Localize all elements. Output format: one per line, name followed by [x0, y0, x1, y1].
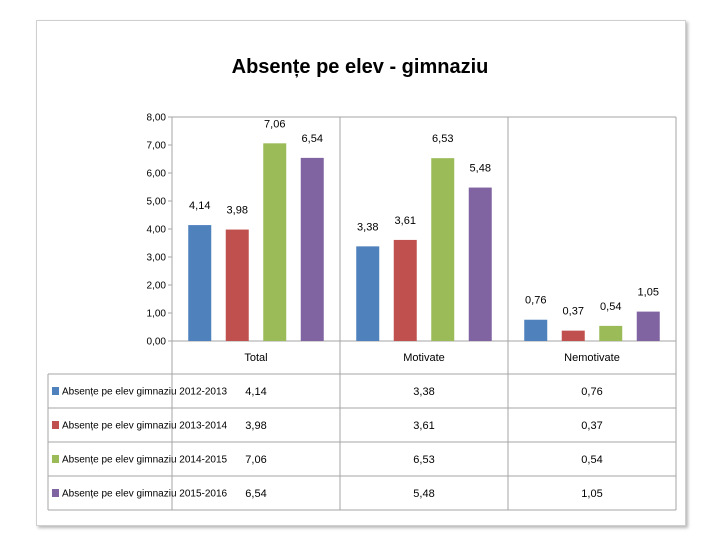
bar — [393, 239, 417, 341]
y-tick-label: 1,00 — [147, 309, 167, 320]
bar — [188, 225, 212, 341]
data-label: 3,38 — [357, 221, 378, 233]
bar — [599, 325, 623, 341]
table-cell: 6,54 — [245, 488, 266, 500]
table-cell: 0,54 — [581, 454, 602, 466]
table-cell: 5,48 — [413, 488, 434, 500]
y-tick-label: 4,00 — [147, 225, 167, 236]
data-label: 6,54 — [302, 133, 323, 145]
legend-label: Absențe pe elev gimnaziu 2015-2016 — [62, 489, 228, 500]
data-label: 0,37 — [563, 306, 584, 318]
data-label: 3,98 — [227, 205, 248, 217]
legend-label: Absențe pe elev gimnaziu 2013-2014 — [62, 421, 228, 432]
data-label: 3,61 — [395, 215, 416, 227]
bar — [263, 143, 287, 341]
data-label: 1,05 — [638, 287, 659, 299]
category-label: Motivate — [403, 352, 445, 364]
bar — [431, 158, 455, 341]
bar — [636, 311, 660, 341]
y-tick-label: 0,00 — [147, 337, 167, 348]
bar — [225, 229, 249, 341]
y-tick-label: 3,00 — [147, 253, 167, 264]
data-label: 6,53 — [432, 133, 453, 145]
category-label: Nemotivate — [564, 352, 620, 364]
bar — [524, 319, 548, 341]
y-tick-label: 6,00 — [147, 169, 167, 180]
y-tick-label: 8,00 — [147, 113, 167, 124]
bar — [356, 246, 380, 341]
bar — [300, 157, 324, 341]
table-cell: 4,14 — [245, 386, 266, 398]
data-label: 0,76 — [525, 295, 546, 307]
data-label: 5,48 — [470, 163, 491, 175]
legend-swatch — [52, 421, 59, 429]
table-cell: 7,06 — [245, 454, 266, 466]
table-cell: 0,76 — [581, 386, 602, 398]
table-cell: 3,61 — [413, 420, 434, 432]
data-label: 7,06 — [264, 118, 285, 130]
table-cell: 6,53 — [413, 454, 434, 466]
y-tick-label: 7,00 — [147, 141, 167, 152]
data-label: 0,54 — [600, 301, 621, 313]
bar — [561, 330, 585, 341]
table-cell: 0,37 — [581, 420, 602, 432]
chart-title: Absențe pe elev - gimnaziu — [232, 56, 489, 78]
legend-label: Absențe pe elev gimnaziu 2014-2015 — [62, 455, 228, 466]
y-tick-label: 2,00 — [147, 281, 167, 292]
category-label: Total — [244, 352, 267, 364]
table-cell: 3,38 — [413, 386, 434, 398]
table-cell: 1,05 — [581, 488, 602, 500]
bar — [468, 187, 492, 341]
legend-swatch — [52, 489, 59, 497]
legend-label: Absențe pe elev gimnaziu 2012-2013 — [62, 387, 228, 398]
legend-swatch — [52, 455, 59, 463]
legend-swatch — [52, 387, 59, 395]
table-cell: 3,98 — [245, 420, 266, 432]
y-tick-label: 5,00 — [147, 197, 167, 208]
data-label: 4,14 — [189, 200, 210, 212]
